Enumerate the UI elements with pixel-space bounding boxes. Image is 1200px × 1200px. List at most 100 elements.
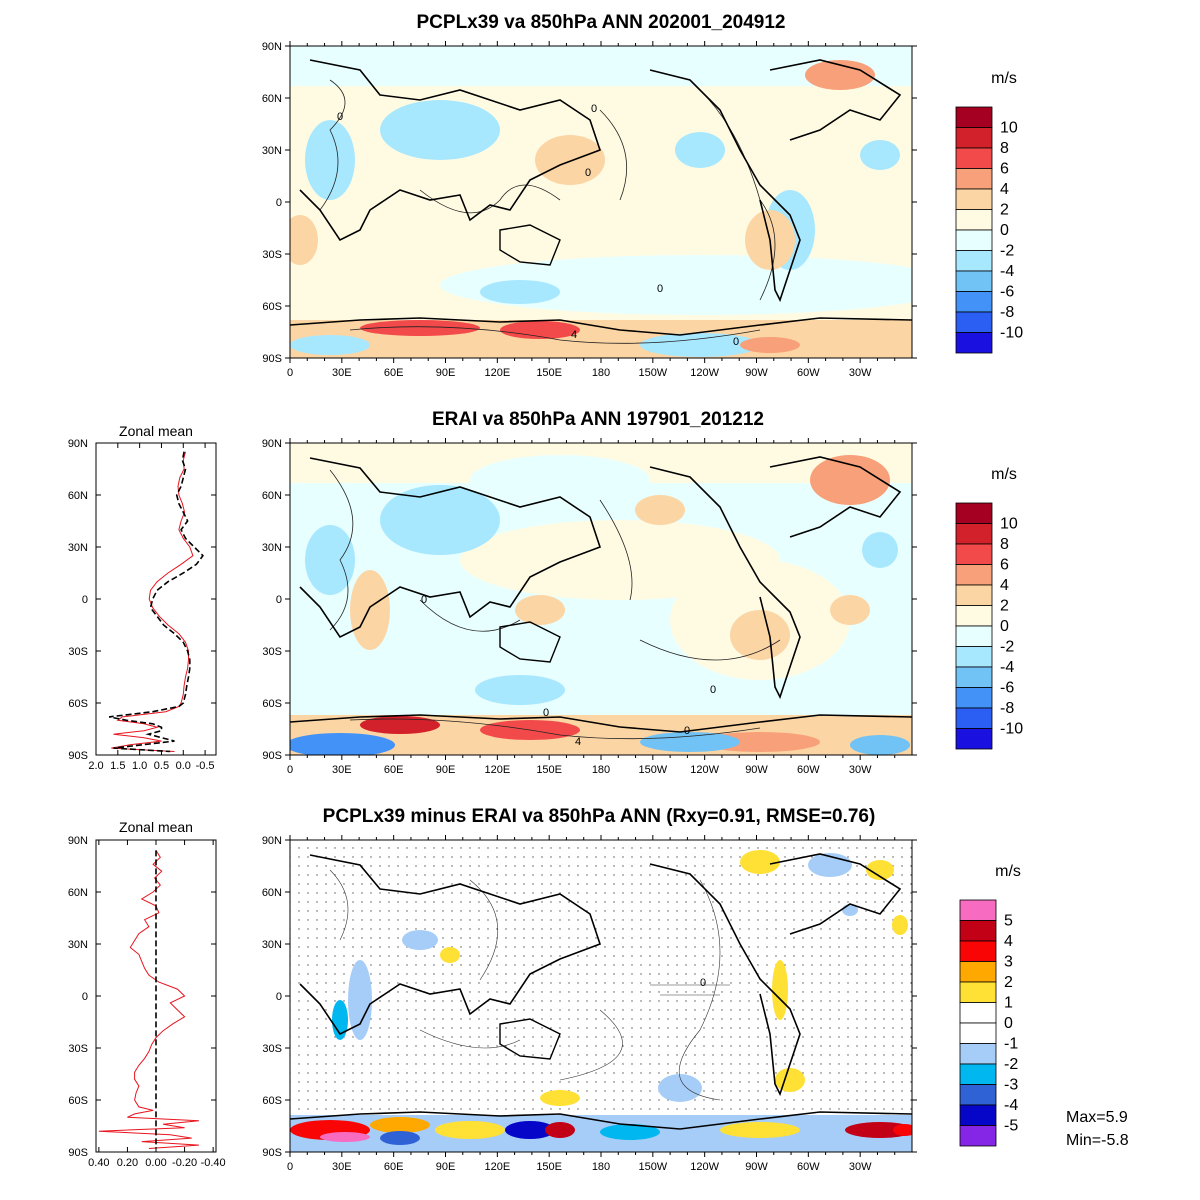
colorbar-label: 4 bbox=[1000, 577, 1009, 594]
y-tick-label: 0 bbox=[276, 197, 282, 209]
colorbar-label: 10 bbox=[1000, 120, 1018, 137]
x-tick-label: 30E bbox=[332, 367, 352, 379]
zm-y-tick-label: 90S bbox=[68, 1147, 88, 1159]
y-tick-label: 0 bbox=[276, 991, 282, 1003]
colorbar-swatch bbox=[955, 147, 993, 169]
map-diff-field: 0 bbox=[290, 840, 912, 1152]
colorbar-swatch bbox=[955, 523, 993, 545]
zm-model-line bbox=[111, 451, 194, 752]
colorbar-unit: m/s bbox=[991, 70, 1017, 87]
colorbar-unit: m/s bbox=[995, 863, 1021, 880]
contour-label: 0 bbox=[684, 725, 690, 737]
colorbar-label: -4 bbox=[1000, 659, 1014, 676]
x-tick-label: 150W bbox=[638, 1161, 667, 1173]
zm-x-tick-label: 0.40 bbox=[88, 1157, 109, 1169]
y-tick-label: 90N bbox=[262, 835, 282, 847]
y-tick-label: 60N bbox=[262, 93, 282, 105]
zm-y-tick-label: 0 bbox=[82, 991, 88, 1003]
colorbar-swatch bbox=[955, 543, 993, 565]
colorbar-swatch bbox=[955, 564, 993, 586]
panel-diff-title: PCPLx39 minus ERAI va 850hPa ANN (Rxy=0.… bbox=[323, 806, 876, 827]
x-tick-label: 120W bbox=[690, 1161, 719, 1173]
y-tick-label: 30S bbox=[262, 249, 282, 261]
colorbar-label: 0 bbox=[1000, 222, 1009, 239]
x-tick-label: 60W bbox=[797, 764, 820, 776]
colorbar-swatch bbox=[959, 1104, 997, 1126]
zm-y-tick-label: 90N bbox=[68, 835, 88, 847]
x-tick-label: 60E bbox=[384, 764, 404, 776]
x-tick-label: 150E bbox=[536, 1161, 562, 1173]
zonal-mean-obs-title: Zonal mean bbox=[119, 423, 193, 439]
y-tick-label: 30N bbox=[262, 145, 282, 157]
zm-y-tick-label: 30N bbox=[68, 939, 88, 951]
x-tick-label: 60E bbox=[384, 367, 404, 379]
colorbar-obs: m/s 10 8 6 4 2 0 -2 -4 -6 -8 -10 bbox=[955, 466, 1023, 750]
colorbar-label: 6 bbox=[1000, 161, 1009, 178]
x-tick-label: 180 bbox=[592, 764, 610, 776]
colorbar-swatch bbox=[955, 209, 993, 231]
contour-label: 0 bbox=[591, 103, 597, 115]
zm-x-tick-label: -0.40 bbox=[201, 1157, 226, 1169]
x-tick-label: 120E bbox=[484, 764, 510, 776]
colorbar-swatch bbox=[959, 1022, 997, 1044]
colorbar-label: -10 bbox=[1000, 325, 1023, 342]
colorbar-swatch bbox=[955, 229, 993, 251]
zm-y-tick-label: 60S bbox=[68, 1095, 88, 1107]
zm-y-tick-label: 60S bbox=[68, 698, 88, 710]
zm-y-tick-label: 0 bbox=[82, 594, 88, 606]
zm-y-tick-label: 90S bbox=[68, 750, 88, 762]
colorbar-swatch bbox=[955, 270, 993, 292]
y-tick-label: 90S bbox=[262, 1147, 282, 1159]
zonal-mean-obs-frame bbox=[95, 442, 217, 756]
zonal-mean-diff-title: Zonal mean bbox=[119, 819, 193, 835]
y-tick-label: 90N bbox=[262, 438, 282, 450]
map-model-field: 0 0 0 0 4 0 bbox=[290, 46, 912, 358]
colorbar-label: 3 bbox=[1004, 954, 1013, 971]
colorbar-label: 6 bbox=[1000, 557, 1009, 574]
colorbar-label: 0 bbox=[1004, 1015, 1013, 1032]
panel-model: PCPLx39 va 850hPa ANN 202001_204912 bbox=[262, 12, 1023, 379]
zm-y-tick-label: 30S bbox=[68, 1043, 88, 1055]
y-tick-label: 30N bbox=[262, 542, 282, 554]
colorbar-swatch bbox=[955, 250, 993, 272]
x-tick-label: 90E bbox=[436, 764, 456, 776]
x-tick-label: 60E bbox=[384, 1161, 404, 1173]
x-tick-label: 30W bbox=[849, 367, 872, 379]
panel-obs-title: ERAI va 850hPa ANN 197901_201212 bbox=[432, 409, 764, 430]
x-tick-label: 180 bbox=[592, 1161, 610, 1173]
y-tick-label: 60N bbox=[262, 490, 282, 502]
colorbar-swatch bbox=[959, 1002, 997, 1024]
panel-model-title: PCPLx39 va 850hPa ANN 202001_204912 bbox=[417, 12, 786, 33]
x-tick-label: 120E bbox=[484, 367, 510, 379]
colorbar-swatch bbox=[955, 584, 993, 606]
colorbar-swatch bbox=[959, 1125, 997, 1147]
colorbar-swatch bbox=[955, 502, 993, 524]
colorbar-swatch bbox=[955, 687, 993, 709]
zm-y-tick-label: 90N bbox=[68, 438, 88, 450]
zm-y-tick-label: 30S bbox=[68, 646, 88, 658]
colorbar-label: 1 bbox=[1004, 995, 1013, 1012]
contour-label: 4 bbox=[571, 329, 577, 341]
colorbar-label: 0 bbox=[1000, 618, 1009, 635]
contour-label: 0 bbox=[337, 111, 343, 123]
colorbar-label: 5 bbox=[1004, 913, 1013, 930]
colorbar-swatch bbox=[959, 1084, 997, 1106]
colorbar-swatch bbox=[955, 707, 993, 729]
colorbar-label: 4 bbox=[1000, 181, 1009, 198]
colorbar-label: 8 bbox=[1000, 140, 1009, 157]
x-tick-label: 0 bbox=[287, 367, 293, 379]
colorbar-swatch bbox=[955, 666, 993, 688]
colorbar-swatch bbox=[955, 127, 993, 149]
panel-diff: PCPLx39 minus ERAI va 850hPa ANN (Rxy=0.… bbox=[68, 806, 1129, 1173]
colorbar-swatch bbox=[955, 625, 993, 647]
zm-x-tick-label: -0.20 bbox=[172, 1157, 197, 1169]
colorbar-swatch bbox=[955, 311, 993, 333]
map-obs-axes: 0 30E 60E 90E 120E 150E 180 150W 120W 90W 60W 30W 90… bbox=[262, 438, 917, 776]
colorbar-diff: m/s 5 4 3 2 1 0 -1 -2 -3 -4 -5 bbox=[959, 863, 1021, 1147]
colorbar-swatch bbox=[955, 605, 993, 627]
y-tick-label: 90S bbox=[262, 353, 282, 365]
y-tick-label: 0 bbox=[276, 594, 282, 606]
colorbar-swatch bbox=[955, 106, 993, 128]
